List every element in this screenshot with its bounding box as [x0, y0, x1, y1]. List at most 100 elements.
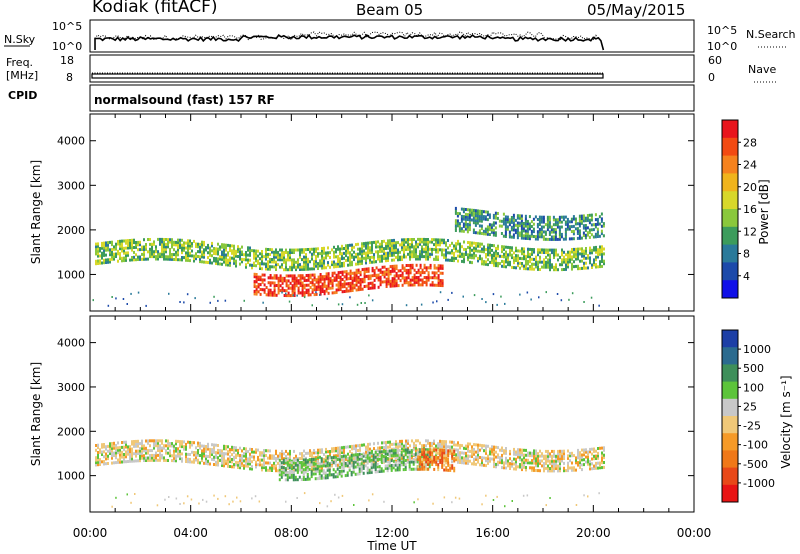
heatmap-cell: [323, 249, 325, 253]
heatmap-cell: [590, 233, 593, 237]
heatmap-cell: [339, 446, 341, 450]
heatmap-cell: [591, 457, 593, 461]
heatmap-cell: [395, 279, 398, 283]
heatmap-cell: [344, 461, 347, 465]
heatmap-cell: [510, 218, 513, 222]
heatmap-cell: [363, 267, 366, 271]
heatmap-cell: [492, 233, 495, 237]
heatmap-cell: [253, 282, 256, 286]
heatmap-cell: [305, 456, 307, 460]
heatmap-cell: [545, 255, 547, 259]
heatmap-cell: [545, 251, 547, 254]
heatmap-cell: [111, 454, 113, 458]
heatmap-cell: [253, 272, 256, 276]
heatmap-cell: [141, 446, 143, 450]
heatmap-cell: [321, 290, 324, 293]
heatmap-cell: [374, 460, 377, 464]
heatmap-cell: [179, 440, 181, 444]
heatmap-cell: [299, 268, 301, 271]
heatmap-cell: [169, 252, 171, 256]
heatmap-cell: [325, 450, 327, 454]
heatmap-cell: [427, 278, 430, 282]
heatmap-cell: [585, 460, 587, 464]
heatmap-cell: [340, 472, 343, 476]
heatmap-cell: [285, 292, 287, 295]
heatmap-cell: [389, 282, 392, 286]
heatmap-cell: [408, 455, 411, 459]
station-title: Kodiak (fitACF): [92, 0, 218, 17]
heatmap-cell: [289, 256, 291, 259]
heatmap-cell: [265, 250, 267, 254]
heatmap-cell: [225, 248, 227, 252]
heatmap-cell: [441, 465, 444, 469]
heatmap-cell: [374, 455, 377, 459]
heatmap-cell: [115, 444, 117, 447]
heatmap-cell: [289, 251, 291, 255]
heatmap-cell: [370, 461, 373, 465]
heatmap-cell: [520, 231, 523, 235]
heatmap-cell: [519, 266, 521, 270]
heatmap-cell: [139, 459, 141, 463]
heatmap-cell: [121, 239, 123, 243]
heatmap-cell: [303, 258, 305, 262]
heatmap-cell: [418, 448, 421, 452]
heatmap-cell: [547, 251, 549, 254]
heatmap-cell: [308, 467, 311, 471]
heatmap-cell: [385, 277, 388, 281]
heatmap-cell: [95, 252, 97, 256]
heatmap-cell: [584, 216, 587, 220]
heatmap-cell: [199, 245, 201, 249]
heatmap-cell: [582, 219, 585, 223]
heatmap-cell: [417, 457, 420, 461]
heatmap-cell: [459, 254, 461, 258]
heatmap-cell: [374, 468, 377, 471]
heatmap-cell: [437, 451, 439, 455]
heatmap-cell: [409, 283, 412, 287]
heatmap-cell: [431, 271, 434, 275]
heatmap-cell: [393, 279, 396, 283]
heatmap-cell: [261, 278, 264, 282]
heatmap-cell: [251, 460, 253, 464]
heatmap-cell: [341, 257, 343, 261]
heatmap-cell: [521, 460, 523, 464]
heatmap-cell: [479, 443, 481, 447]
heatmap-cell: [569, 253, 571, 256]
heatmap-cell: [161, 449, 163, 453]
heatmap-cell: [355, 273, 358, 277]
heatmap-cell: [471, 256, 473, 260]
heatmap-cell: [453, 440, 455, 444]
heatmap-cell: [139, 240, 141, 244]
heatmap-cell: [243, 454, 245, 458]
heatmap-cell: [493, 460, 495, 464]
heatmap-cell: [165, 458, 167, 462]
heatmap-cell: [233, 455, 235, 459]
heatmap-cell: [403, 278, 406, 282]
heatmap-cell: [103, 462, 105, 466]
heatmap-cell: [157, 237, 159, 241]
heatmap-cell: [289, 452, 291, 456]
heatmap-cell: [307, 291, 310, 294]
heatmap-cell: [329, 251, 331, 255]
heatmap-cell: [485, 449, 487, 453]
heatmap-cell: [393, 264, 396, 268]
heatmap-cell: [289, 274, 292, 278]
heatmap-cell: [107, 246, 109, 249]
heatmap-cell: [354, 455, 357, 459]
heatmap-cell: [418, 465, 421, 469]
heatmap-cell: [380, 457, 383, 461]
heatmap-cell: [401, 243, 403, 247]
heatmap-cell: [459, 453, 461, 457]
heatmap-cell: [487, 263, 489, 267]
heatmap-cell: [337, 449, 339, 453]
heatmap-cell: [151, 252, 153, 256]
heatmap-cell: [384, 464, 387, 468]
heatmap-cell: [203, 240, 205, 244]
heatmap-cell: [365, 270, 368, 273]
heatmap-cell: [417, 465, 420, 469]
heatmap-cell: [396, 453, 399, 457]
heatmap-cell: [115, 446, 117, 450]
heatmap-cell: [360, 467, 363, 471]
heatmap-cell: [494, 233, 497, 237]
heatmap-cell: [263, 449, 265, 452]
freq-tick-bottom: 8: [66, 71, 73, 84]
